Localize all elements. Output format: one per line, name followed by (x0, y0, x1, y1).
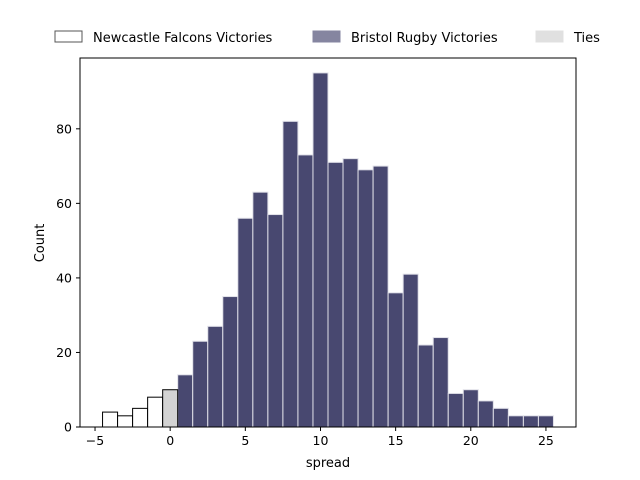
bar-bristol-rugby-victories (447, 392, 464, 428)
bar-bristol-rugby-victories (492, 407, 509, 428)
y-tick-label: 80 (56, 121, 72, 136)
bar-bristol-rugby-victories (477, 400, 494, 428)
bar-bristol-rugby-victories (222, 296, 239, 428)
legend-swatch-newcastle (54, 30, 83, 43)
x-tick-label: −5 (86, 433, 104, 448)
x-axis: −5 0 5 10 15 20 25 (86, 427, 554, 448)
plot-frame (79, 57, 577, 428)
y-tick-label: 40 (56, 270, 72, 285)
bar-bristol-rugby-victories (267, 214, 284, 428)
x-tick-label: 20 (463, 433, 479, 448)
bars (102, 72, 554, 428)
legend: Newcastle Falcons Victories Bristol Rugb… (54, 30, 600, 46)
bar-newcastle-falcons-victories (147, 396, 164, 428)
bar-newcastle-falcons-victories (117, 415, 134, 428)
bar-bristol-rugby-victories (402, 273, 419, 428)
bar-bristol-rugby-victories (297, 154, 314, 428)
bar-bristol-rugby-victories (417, 344, 434, 428)
x-tick-label: 10 (313, 433, 329, 448)
bar-ties (162, 389, 179, 428)
y-axis: 0 20 40 60 80 (56, 121, 80, 435)
bar-bristol-rugby-victories (507, 415, 524, 428)
y-tick-label: 20 (56, 345, 72, 360)
legend-swatch-ties (535, 30, 564, 43)
x-tick-label: 15 (388, 433, 404, 448)
y-tick-label: 0 (64, 420, 72, 435)
y-axis-title: Count (33, 224, 48, 263)
bar-bristol-rugby-victories (282, 120, 299, 428)
x-tick-label: 5 (241, 433, 249, 448)
bar-bristol-rugby-victories (432, 337, 449, 428)
x-tick-label: 0 (166, 433, 174, 448)
bar-newcastle-falcons-victories (132, 407, 149, 428)
x-axis-title: spread (306, 456, 350, 471)
bar-bristol-rugby-victories (252, 191, 269, 428)
bar-bristol-rugby-victories (537, 415, 554, 428)
bar-bristol-rugby-victories (522, 415, 539, 428)
y-tick-label: 60 (56, 196, 72, 211)
bar-bristol-rugby-victories (342, 158, 359, 428)
bar-bristol-rugby-victories (192, 340, 209, 428)
bar-bristol-rugby-victories (177, 374, 194, 428)
bar-bristol-rugby-victories (372, 165, 389, 428)
bar-bristol-rugby-victories (387, 292, 404, 428)
bar-newcastle-falcons-victories (102, 411, 119, 428)
bar-bristol-rugby-victories (327, 161, 344, 428)
bar-bristol-rugby-victories (207, 325, 224, 428)
bar-bristol-rugby-victories (462, 389, 479, 428)
legend-label-bristol: Bristol Rugby Victories (351, 31, 498, 46)
x-tick-label: 25 (538, 433, 554, 448)
legend-label-newcastle: Newcastle Falcons Victories (93, 31, 273, 46)
bar-bristol-rugby-victories (237, 217, 254, 428)
legend-label-ties: Ties (573, 31, 600, 46)
bar-bristol-rugby-victories (357, 169, 374, 428)
bar-bristol-rugby-victories (312, 72, 329, 428)
legend-swatch-bristol (312, 30, 341, 43)
